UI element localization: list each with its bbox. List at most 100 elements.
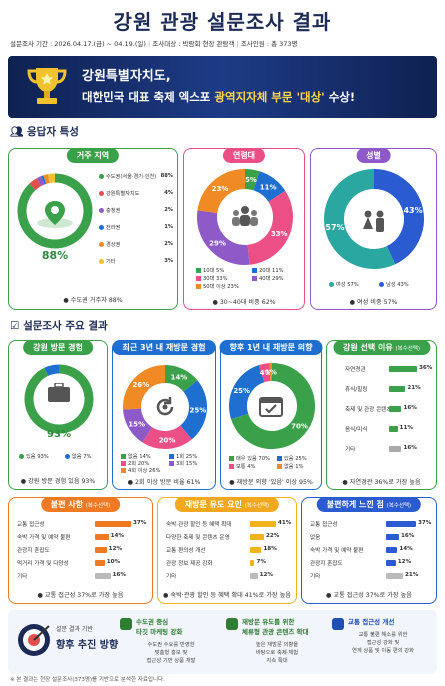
bar [386, 560, 396, 566]
gender-note: ● 여성 비중 57% [349, 299, 398, 306]
age-legend-item: 20대 11% [252, 267, 284, 274]
bar-label: 기타 [166, 574, 177, 580]
bar-value: 14% [399, 546, 413, 552]
people-icon: 👥︎ [10, 126, 24, 138]
bar-label: 없음 [310, 535, 321, 541]
revisit3-note: ● 2회 이상 방문 비율 61% [127, 479, 201, 486]
future-item: 재방문 유도를 위한 체류형 관광 콘텐츠 확대 높은 재방문 의향을 바탕으로 … [226, 616, 328, 664]
meta-count: 조사인원 : 총 373명 [240, 40, 298, 48]
revisit3-legend-item: 2회 20% [121, 460, 149, 467]
bar-label: 교통 접근성 [310, 522, 338, 528]
bar [389, 386, 406, 392]
bar-label: 관광지 혼잡도 [17, 548, 50, 554]
future-direction: 설문 결과 기반 향후 추진 방향 수도권 중심 타깃 마케팅 강화 수도권 수요… [8, 610, 437, 674]
complaint-title: 불편 사항 (복수선택) [40, 497, 121, 512]
slice-label: 29% [209, 240, 226, 248]
slice-label: 1% [265, 369, 277, 377]
bar-label: 관광지 혼잡도 [310, 561, 343, 567]
page-title: 강원 관광 설문조사 결과 [113, 10, 332, 34]
age-note: ● 30~40대 비중 62% [212, 299, 276, 306]
gender-title: 성별 [356, 148, 391, 163]
revisit1-legend-item: 있음 25% [277, 455, 307, 462]
improve-note: ● 교통 접근성 37%로 가장 높음 [326, 592, 412, 599]
slice-label: 70% [291, 422, 308, 430]
donut-slice [164, 365, 198, 393]
bar-label: 다양한 축제 및 콘텐츠 운영 [166, 535, 230, 541]
meta-period: 설문조사 기간 : 2026.04.17.(금) ~ 04.19.(일) [10, 40, 146, 48]
bar-value: 36% [419, 365, 433, 371]
region-legend-item: 수도권(서울·경기·인천) 88% [99, 173, 173, 180]
revisit3-legend-item: 3회 15% [169, 460, 197, 467]
visit-legend-no: 없음 7% [65, 453, 91, 460]
bar-value: 18% [263, 546, 277, 552]
complaint-note: ● 교통 접근성 37%로 가장 높음 [37, 592, 124, 599]
donut-slice [36, 176, 45, 187]
region-legend-item: 전라권 1% [99, 224, 173, 231]
revisit3-card: 최근 3년 내 재방문 경험 14% 25% 20% 15% 26% 없음 14% 1회 … [112, 340, 216, 490]
bar-value: 12% [259, 572, 273, 578]
improve-card: 불편하게 느낀 점 (복수선택) 교통 접근성 37% 없음 16% 숙박 가격 및 예… [301, 497, 437, 604]
bar-label: 자연경관 [345, 367, 366, 373]
visit-donut [24, 364, 94, 434]
bar-label: 숙박·관광 할인 등 혜택 확대 [166, 522, 232, 528]
bar-label: 기타 [345, 447, 356, 453]
region-donut [17, 173, 93, 249]
visit-title: 강원 방문 경험 [23, 340, 93, 355]
bar-value: 37% [133, 520, 147, 526]
future-item-icon [120, 618, 132, 630]
bar-label: 교통 편의성 개선 [166, 548, 206, 554]
donut-slice [123, 407, 153, 443]
gender-legend-female: 여성 57% [329, 281, 359, 288]
donut-slice [123, 365, 166, 410]
revisit3-donut: 14% 25% 20% 15% 26% [123, 365, 207, 449]
region-legend-item: 기타 3% [99, 258, 173, 265]
visit-card: 강원 방문 경험 93% 있음 93% 없음 7% ● 강원 방문 경험 있음 … [8, 340, 108, 490]
bar-label: 기타 [17, 574, 28, 580]
revisit3-title: 최근 3년 내 재방문 경험 [112, 340, 216, 355]
calendar-check-icon [259, 395, 283, 417]
revisit1-legend-item: 매우 있음 70% [229, 455, 270, 462]
age-legend-item: 50대 이상 23% [196, 283, 239, 290]
bar [389, 406, 402, 412]
bar [389, 426, 398, 432]
bar-label: 숙박 가격 및 예약 불편 [17, 535, 71, 541]
revisit3-legend-item: 4회 이상 26% [121, 467, 160, 474]
bar [250, 560, 255, 566]
bar [95, 521, 131, 527]
future-item-title: 수도권 중심 타깃 마케팅 강화 [136, 618, 183, 636]
bar-value: 21% [405, 572, 419, 578]
checkbox-icon: ☑︎ [10, 320, 20, 332]
bar [250, 547, 262, 553]
bar [386, 573, 404, 579]
slice-label: 20% [159, 436, 176, 444]
slice-label: 25% [233, 387, 250, 395]
improve-title: 불편하게 느낀 점 (복수선택) [316, 497, 422, 512]
future-title: 향후 추진 방향 [56, 640, 119, 651]
slice-label: 15% [128, 420, 145, 428]
future-item-icon [226, 618, 238, 630]
donut-slice [244, 169, 260, 191]
donut-slice [258, 363, 271, 383]
revisit3-legend-item: 1회 25% [169, 453, 197, 460]
banner-line2: 대한민국 대표 축제 엑스포 광역지자체 부문 '대상' 수상! [82, 90, 356, 104]
bar [389, 366, 417, 372]
bar [389, 446, 402, 452]
gender-card: 성별 43% 57% 여성 57% 남성 43% ● 여성 비중 57% [310, 148, 437, 310]
section-results: ☑︎ 설문조사 주요 결과 [10, 320, 108, 332]
region-legend-item: 강원특별자치도 4% [99, 190, 173, 197]
donut-slice [142, 425, 192, 449]
bar [386, 534, 399, 540]
future-item-title: 교통 접근성 개선 [348, 618, 395, 626]
bar-value: 11% [399, 425, 413, 431]
bar [386, 521, 416, 527]
donut-slice [24, 364, 94, 434]
slice-label: 43% [403, 206, 422, 215]
revisit1-title: 향후 1년 내 재방문 의향 [219, 340, 323, 355]
region-card: 거주 지역 88% 수도권(서울·경기·인천) 88% 강원특별자치도 4% 충청권 2%… [8, 148, 178, 310]
revisit1-note: ● 재방문 의향 '있음' 이상 95% [229, 479, 313, 486]
reason-card: 강원 선택 이유 (복수선택) 자연경관 36% 휴식/힐링 21% 축제 및 관광 콘… [326, 340, 437, 490]
banner-line1: 강원특별자치도, [82, 69, 171, 84]
bar-value: 14% [110, 533, 124, 539]
slice-label: 11% [260, 183, 277, 191]
visit-center-value: 93% [47, 429, 71, 440]
